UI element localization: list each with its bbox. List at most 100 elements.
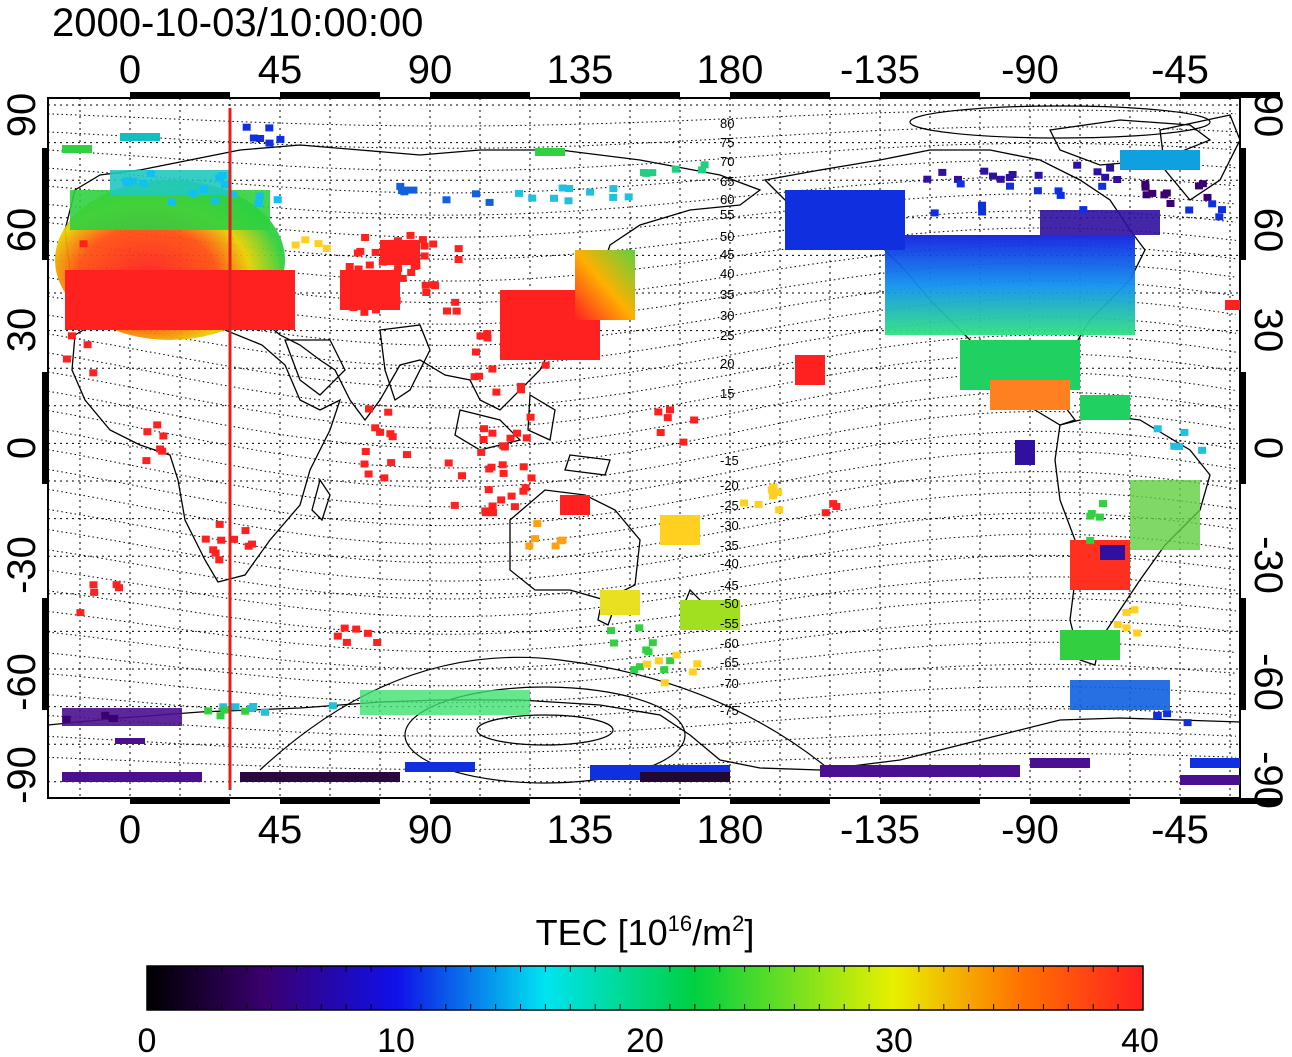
contour-label: 35	[720, 287, 734, 302]
contour-line	[48, 619, 1237, 670]
tec-point	[565, 185, 574, 192]
tec-point	[485, 465, 494, 473]
contour-line	[48, 334, 1237, 409]
contour-label: -65	[720, 655, 739, 670]
tec-point	[1166, 200, 1175, 207]
frame-tick-left	[42, 372, 48, 484]
bottom-xtick-0: 0	[119, 808, 141, 852]
tec-point	[550, 194, 558, 202]
tec-point	[360, 308, 369, 316]
tec-point	[642, 169, 651, 177]
tec-point	[996, 175, 1005, 183]
top-xtick-7: -45	[1151, 48, 1209, 92]
tec-point	[1130, 606, 1139, 614]
contour-line	[48, 159, 1237, 194]
tec-point	[406, 231, 415, 239]
tec-point	[956, 180, 965, 188]
right-ytick-3: 0	[1246, 437, 1290, 459]
tec-point	[273, 196, 282, 204]
frame-ticks	[42, 92, 1280, 804]
tec-point	[930, 209, 939, 217]
frame-tick-right	[1240, 372, 1246, 484]
tec-point	[1106, 164, 1115, 172]
tec-point	[365, 261, 374, 269]
tec-point	[211, 549, 220, 557]
tec-point	[387, 459, 396, 467]
tec-point	[265, 139, 274, 147]
tec-point	[558, 536, 567, 544]
tec-point	[643, 660, 652, 668]
tec-point	[517, 386, 525, 394]
contour-polar-north	[909, 105, 1211, 139]
tec-point	[376, 428, 385, 436]
tec-point	[698, 166, 706, 174]
tec-point	[832, 503, 841, 510]
tec-point	[220, 181, 229, 189]
tec-point	[609, 193, 618, 201]
tec-point	[479, 436, 488, 443]
contour-line	[48, 297, 1237, 367]
tec-point	[522, 434, 531, 442]
tec-point	[217, 536, 226, 544]
tec-point	[349, 300, 358, 308]
contour-line	[48, 730, 1237, 754]
tec-point	[740, 499, 748, 507]
contour-line	[48, 410, 1237, 489]
tec-point	[476, 332, 485, 340]
frame-tick-bottom	[430, 798, 530, 804]
contour-polar-south-inner	[476, 714, 614, 746]
bottom-xtick-7: -45	[1151, 808, 1209, 852]
left-ytick-1: 60	[0, 208, 44, 253]
tec-point	[394, 237, 402, 245]
contour-line	[48, 450, 1237, 527]
tec-point	[541, 361, 550, 369]
tec-point	[774, 488, 783, 496]
tec-point	[624, 193, 633, 201]
contour-line	[48, 126, 1237, 149]
tec-point	[378, 258, 387, 266]
frame-tick-right	[1240, 598, 1246, 710]
tec-point	[519, 340, 528, 348]
colorbar-tick-2: 20	[626, 1022, 664, 1057]
tec-point	[122, 177, 131, 185]
tec-point	[558, 184, 567, 192]
tec-point	[648, 639, 657, 647]
contour-line	[48, 372, 1237, 449]
tec-point	[230, 535, 238, 543]
tec-point	[396, 248, 405, 256]
tec-point	[276, 135, 285, 143]
colorbar-ticks	[171, 966, 1119, 1010]
tec-point	[775, 506, 784, 514]
tec-point	[923, 175, 932, 183]
contour-label: 60	[720, 192, 734, 207]
tec-point	[390, 274, 399, 281]
tec-point	[265, 124, 274, 132]
frame-tick-right	[1240, 148, 1246, 260]
frame-tick-bottom	[1180, 798, 1280, 804]
bottom-xtick-2: 90	[408, 808, 453, 852]
tec-point	[1101, 173, 1110, 181]
tec-point	[340, 624, 349, 632]
contour-line	[48, 471, 1237, 545]
tec-point	[769, 483, 778, 491]
top-xtick-6: -90	[1001, 48, 1059, 92]
tec-point	[1056, 191, 1065, 199]
tec-point	[429, 240, 438, 248]
tec-point	[215, 174, 224, 182]
colorbar-tick-3: 30	[875, 1022, 913, 1057]
contour-label: 40	[720, 266, 734, 281]
tec-point	[394, 265, 403, 273]
left-y-axis: 90 60 30 0 -30 -60 -90	[0, 93, 44, 804]
tec-point	[368, 300, 377, 308]
tec-point	[356, 247, 365, 255]
tec-point	[1141, 180, 1150, 188]
colorbar-title-mid: /m	[692, 912, 732, 953]
tec-point	[231, 703, 240, 711]
tec-point	[660, 666, 669, 674]
frame-tick-top	[1030, 92, 1130, 98]
tec-point	[361, 234, 370, 241]
contour-label: 75	[720, 135, 734, 150]
contour-label: -55	[720, 616, 739, 631]
tec-point	[215, 556, 224, 564]
